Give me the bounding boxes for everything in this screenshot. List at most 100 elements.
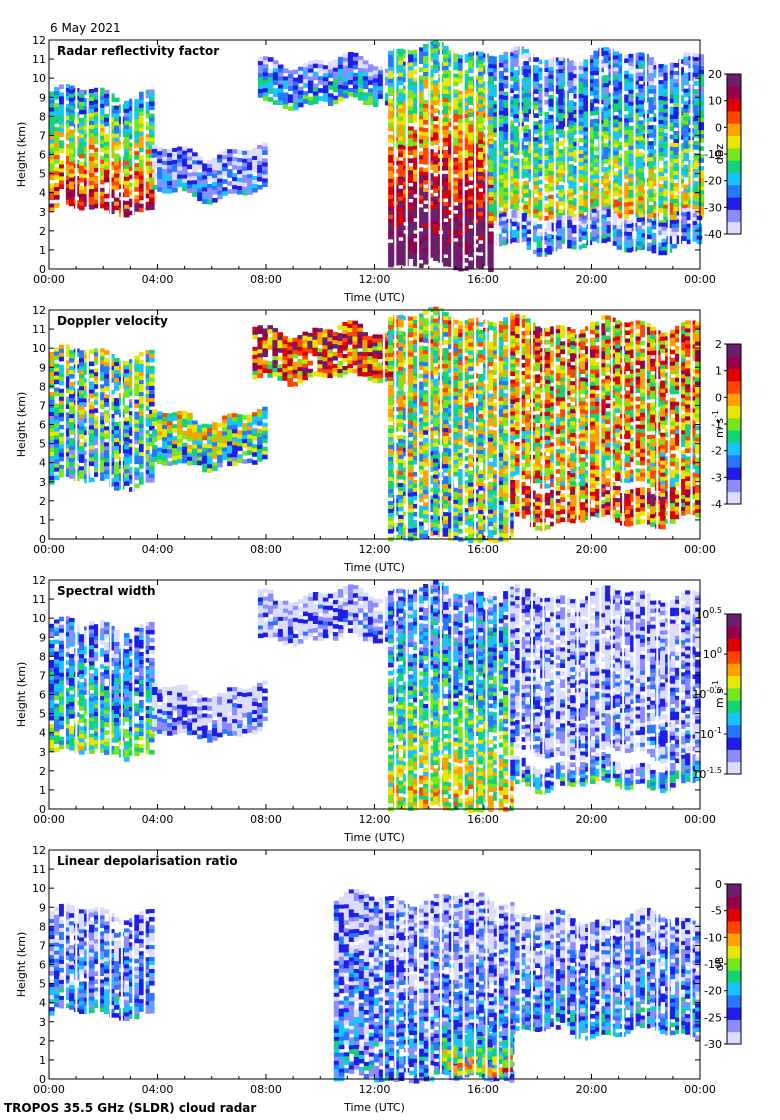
- colorbar: 2 1 0 -1 -2 -3 -4 m s-1: [711, 338, 742, 511]
- x-tick-label: 00:00: [684, 813, 716, 826]
- y-tick-label: 8: [39, 920, 46, 933]
- x-tick-label: 00:00: [684, 543, 716, 556]
- echo-field: [49, 306, 701, 544]
- colorbar-segment: [727, 650, 741, 664]
- colorbar-tick-label: 10: [708, 95, 722, 108]
- x-tick-label: 12:00: [359, 543, 391, 556]
- colorbar-segment: [727, 945, 741, 959]
- y-tick-label: 6: [39, 419, 46, 432]
- x-tick-label: 12:00: [359, 1083, 391, 1096]
- colorbar-tick-label: -40: [704, 228, 722, 241]
- colorbar-segment: [727, 172, 741, 186]
- colorbar-segment: [727, 687, 741, 701]
- x-tick-label: 16:00: [467, 1083, 499, 1096]
- x-tick-label: 20:00: [576, 1083, 608, 1096]
- colorbar-tick-label: -20: [704, 985, 722, 998]
- x-axis-label: Time (UTC): [343, 561, 405, 574]
- y-tick-label: 9: [39, 631, 46, 644]
- colorbar-segment: [727, 135, 741, 149]
- x-tick-label: 12:00: [359, 813, 391, 826]
- colorbar-tick-label: -30: [704, 201, 722, 214]
- y-tick-label: 0: [39, 263, 46, 276]
- colorbar-tick-label: 1: [715, 365, 722, 378]
- y-tick-label: 12: [32, 844, 46, 857]
- y-tick-label: 2: [39, 1035, 46, 1048]
- colorbar-segment: [727, 393, 741, 407]
- y-tick-label: 3: [39, 476, 46, 489]
- colorbar-tick-label: 0: [715, 391, 722, 404]
- echo-field: [49, 580, 701, 814]
- colorbar-segment: [727, 982, 741, 996]
- y-tick-label: 1: [39, 514, 46, 527]
- x-tick-label: 20:00: [576, 273, 608, 286]
- x-tick-label: 00:00: [684, 273, 716, 286]
- y-tick-label: 7: [39, 939, 46, 952]
- y-tick-label: 9: [39, 91, 46, 104]
- y-tick-label: 3: [39, 1016, 46, 1029]
- colorbar-segment: [727, 638, 741, 652]
- colorbar-segment: [727, 675, 741, 689]
- y-tick-label: 7: [39, 399, 46, 412]
- x-tick-label: 12:00: [359, 273, 391, 286]
- y-tick-label: 11: [32, 53, 46, 66]
- date-label: 6 May 2021: [50, 21, 121, 35]
- x-tick-label: 00:00: [33, 1083, 65, 1096]
- colorbar-segment: [727, 1007, 741, 1020]
- x-tick-label: 20:00: [576, 813, 608, 826]
- y-tick-label: 12: [32, 34, 46, 47]
- x-tick-label: 04:00: [142, 813, 174, 826]
- colorbar-segment: [727, 197, 741, 210]
- colorbar-segment: [727, 344, 741, 357]
- x-tick-label: 00:00: [33, 543, 65, 556]
- x-axis-label: Time (UTC): [343, 831, 405, 844]
- y-tick-label: 0: [39, 803, 46, 816]
- y-tick-label: 5: [39, 708, 46, 721]
- colorbar-unit: m s-1: [711, 680, 726, 708]
- colorbar-segment: [727, 663, 741, 677]
- colorbar: 0 -5 -10 -15 -20 -25 -30 dB: [704, 878, 742, 1051]
- y-tick-label: 4: [39, 997, 46, 1010]
- colorbar-segment: [727, 209, 741, 223]
- x-tick-label: 16:00: [467, 543, 499, 556]
- y-tick-label: 10: [32, 72, 46, 85]
- footer-instrument-label: TROPOS 35.5 GHz (SLDR) cloud radar: [4, 1101, 257, 1115]
- colorbar-segment: [727, 98, 741, 112]
- y-tick-label: 2: [39, 495, 46, 508]
- y-tick-label: 1: [39, 1054, 46, 1067]
- colorbar-tick-label: 0: [715, 121, 722, 134]
- panel-ldr: Linear depolarisation ratio0123456789101…: [15, 844, 742, 1114]
- colorbar-segment: [727, 467, 741, 480]
- colorbar-segment: [727, 184, 741, 198]
- colorbar-tick-label: 20: [708, 68, 722, 81]
- colorbar-tick-label: 0: [715, 878, 722, 891]
- x-tick-label: 04:00: [142, 273, 174, 286]
- y-tick-label: 4: [39, 187, 46, 200]
- x-tick-label: 04:00: [142, 543, 174, 556]
- x-axis-label: Time (UTC): [343, 291, 405, 304]
- colorbar-segment: [727, 86, 741, 100]
- colorbar-tick-label: -5: [711, 905, 722, 918]
- colorbar-segment: [727, 491, 741, 505]
- colorbar-tick-label: 100.5: [695, 606, 722, 621]
- colorbar-segment: [727, 479, 741, 493]
- colorbar-segment: [727, 110, 741, 124]
- x-axis-label: Time (UTC): [343, 1101, 405, 1114]
- colorbar-segment: [727, 417, 741, 431]
- colorbar-segment: [727, 221, 741, 235]
- plot-title: Radar reflectivity factor: [57, 44, 219, 58]
- echo-field: [49, 40, 704, 273]
- colorbar-tick-label: -30: [704, 1038, 722, 1051]
- x-tick-label: 00:00: [684, 1083, 716, 1096]
- colorbar-tick-label: -25: [704, 1011, 722, 1024]
- y-tick-label: 0: [39, 1073, 46, 1086]
- y-tick-label: 4: [39, 457, 46, 470]
- x-tick-label: 16:00: [467, 273, 499, 286]
- colorbar-segment: [727, 970, 741, 983]
- x-tick-label: 16:00: [467, 813, 499, 826]
- colorbar-segment: [727, 405, 741, 419]
- y-tick-label: 12: [32, 574, 46, 587]
- y-tick-label: 10: [32, 342, 46, 355]
- colorbar-segment: [727, 147, 741, 161]
